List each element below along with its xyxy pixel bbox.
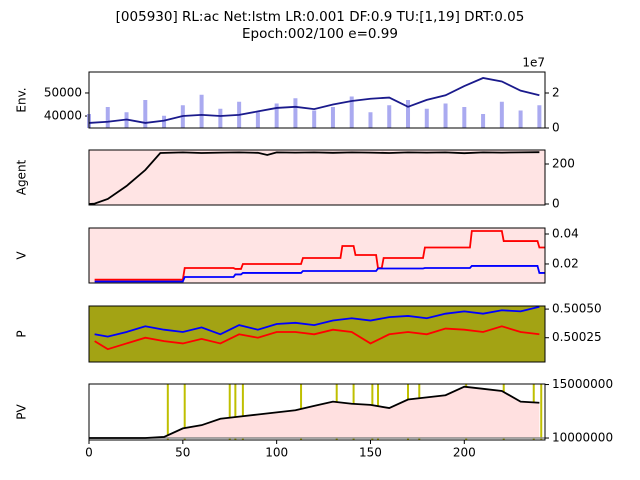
y-tick-label: 50000 (44, 85, 82, 99)
volume-bar (368, 112, 373, 128)
series-line (89, 385, 540, 439)
plot-frame (88, 383, 546, 441)
y-tick-label: 10000000 (552, 431, 613, 445)
y-tick-label: 15000000 (552, 377, 613, 391)
volume-bar (143, 100, 148, 128)
x-tick-label: 100 (265, 446, 288, 460)
series-line (88, 77, 540, 124)
y-tick-label: 0.04 (552, 226, 579, 240)
volume-bar (293, 98, 298, 128)
plot-frame (88, 227, 546, 284)
volume-bar (274, 103, 279, 128)
plot-background (89, 150, 545, 205)
volume-bar (349, 96, 354, 128)
volume-bar (255, 112, 260, 128)
plot-background (89, 228, 545, 283)
volume-bar (105, 107, 110, 128)
y2-offset-label: 1e7 (522, 56, 545, 70)
x-tick-label: 0 (85, 446, 93, 460)
plot-frame (88, 305, 546, 363)
volume-bar (499, 101, 504, 128)
series-line (94, 230, 545, 281)
series-line (88, 151, 540, 205)
y2-tick-label: 2 (552, 86, 560, 100)
x-tick-label: 200 (453, 446, 476, 460)
volume-bar (312, 110, 317, 128)
volume-bar (330, 107, 335, 128)
volume-bar (481, 114, 486, 128)
volume-bar (424, 108, 429, 128)
volume-bar (199, 94, 204, 128)
volume-bar (537, 105, 542, 128)
y2-tick-label: 0 (552, 121, 560, 135)
plot-frame (88, 71, 546, 129)
y-axis-label: Env. (15, 87, 29, 112)
series-line (94, 265, 545, 283)
y-tick-label: 0.02 (552, 256, 579, 270)
y-tick-label: 200 (552, 157, 575, 171)
y-axis-label: V (15, 251, 29, 260)
volume-bar (518, 110, 523, 128)
y-tick-label: 0.50050 (552, 302, 602, 316)
volume-bar (462, 107, 467, 128)
volume-bar (387, 105, 392, 128)
figure-title: Epoch:002/100 e=0.99 (242, 26, 398, 42)
volume-bar (218, 108, 223, 128)
x-tick-label: 150 (359, 446, 382, 460)
volume-bar (443, 103, 448, 128)
series-line (94, 305, 540, 338)
y-axis-label: Agent (15, 159, 29, 195)
y-tick-label: 40000 (44, 109, 82, 123)
series-line (94, 325, 540, 351)
plot-frame (88, 149, 546, 206)
figure-title: [005930] RL:ac Net:lstm LR:0.001 DF:0.9 … (116, 9, 525, 25)
y-tick-label: 0.50025 (552, 330, 602, 344)
x-tick-label: 50 (175, 446, 190, 460)
y-axis-label: PV (15, 403, 29, 419)
y-tick-label: 0 (552, 197, 560, 211)
volume-bar (406, 100, 411, 128)
y-axis-label: P (15, 330, 29, 337)
volume-bar (162, 115, 167, 128)
